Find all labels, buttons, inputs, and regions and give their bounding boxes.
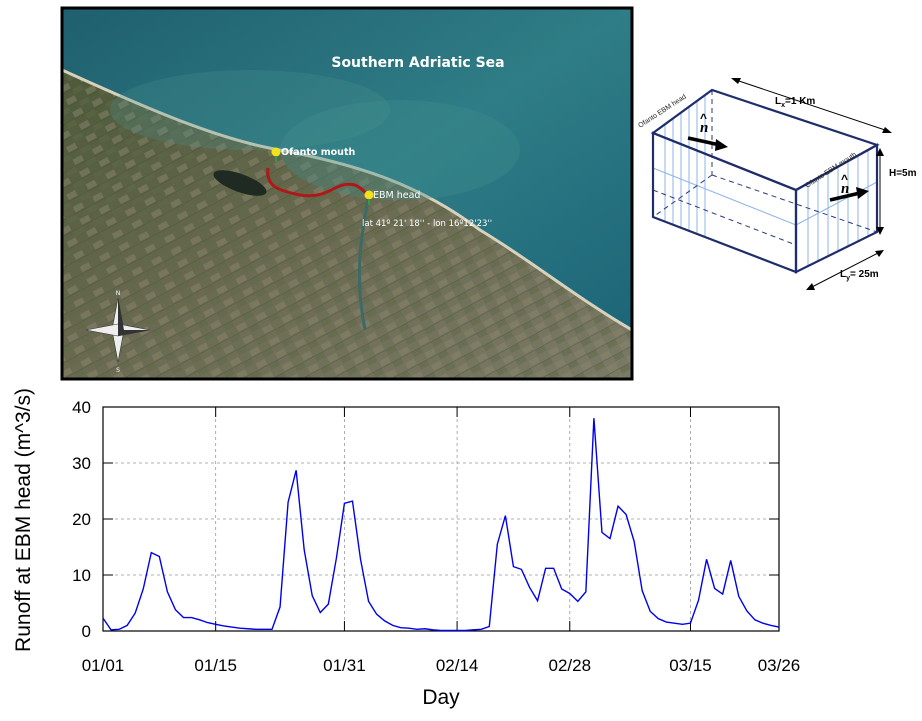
x-axis-title: Day: [422, 686, 460, 709]
normal-hat: ^: [700, 111, 707, 125]
x-tick-label: 01/15: [194, 656, 237, 675]
compass-label: S: [116, 367, 120, 374]
normal-hat: ^: [841, 172, 848, 186]
value: =1 Km: [785, 96, 815, 107]
x-tick-label: 01/31: [323, 656, 366, 675]
width-label: Ly= 25m: [840, 269, 879, 282]
x-tick-label: 03/26: [758, 656, 801, 675]
value: = 25m: [850, 269, 879, 280]
coordinates: lat 41º 21' 18'' - lon 16º12'23'': [362, 219, 492, 229]
y-tick-label: 30: [72, 454, 91, 473]
y-axis-title: Runoff at EBM head (m^3/s): [12, 388, 35, 652]
x-tick-label: 02/14: [436, 656, 479, 675]
y-tick-label: 20: [72, 510, 91, 529]
y-tick-label: 40: [72, 398, 91, 417]
sea-label: Southern Adriatic Sea: [331, 55, 504, 71]
compass-label: N: [116, 290, 121, 297]
figure: Southern Adriatic Sea Ofanto mouth EBM h…: [0, 0, 922, 721]
page: Southern Adriatic Sea Ofanto mouth EBM h…: [0, 0, 922, 721]
head-label: Ofanto EBM head: [637, 93, 688, 129]
box-diagram: [653, 78, 892, 290]
marker-label: EBM head: [373, 190, 420, 201]
height-label: H=5m: [889, 168, 917, 179]
length-label: Lx=1 Km: [775, 96, 815, 109]
x-tick-label: 02/28: [548, 656, 591, 675]
y-tick-label: 10: [72, 566, 91, 585]
y-tick-label: 0: [82, 622, 91, 641]
x-tick-label: 03/15: [669, 656, 712, 675]
marker-label: Ofanto mouth: [281, 147, 355, 158]
data-line: [103, 418, 779, 630]
x-tick-label: 01/01: [82, 656, 125, 675]
mouth-label: Ofanto EBM mouth: [804, 151, 858, 189]
